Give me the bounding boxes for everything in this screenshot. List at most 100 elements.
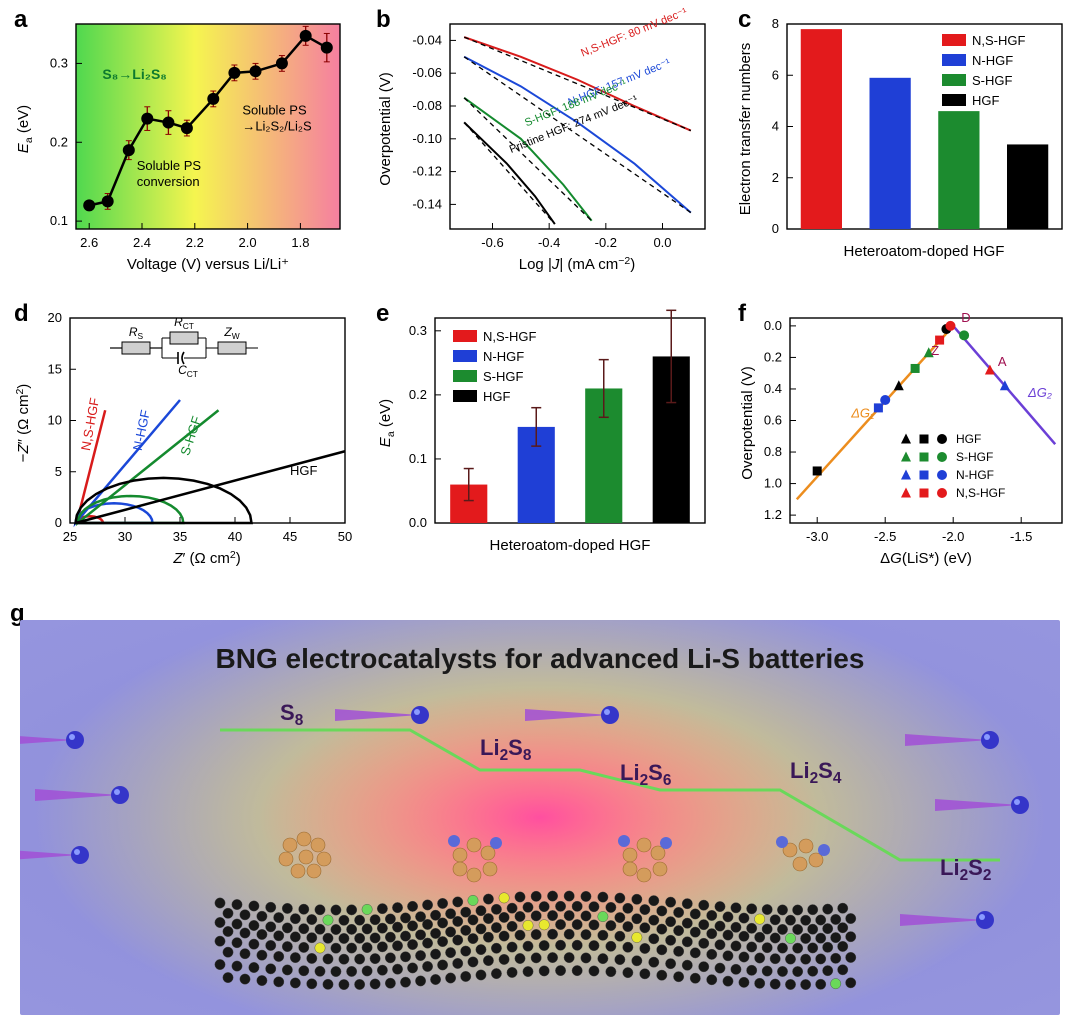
svg-text:-3.0: -3.0 [806,529,828,544]
panel-g-illustration: BNG electrocatalysts for advanced Li-S b… [20,620,1060,1015]
svg-text:S-HGF: S-HGF [956,450,993,464]
svg-text:Log |J| (mA cm−2): Log |J| (mA cm−2) [519,255,635,273]
svg-text:Ea (eV): Ea (eV) [377,399,397,447]
svg-text:1.2: 1.2 [764,507,782,522]
svg-text:HGF: HGF [972,93,1000,108]
svg-text:-1.5: -1.5 [1010,529,1032,544]
svg-text:-2.0: -2.0 [942,529,964,544]
svg-text:50: 50 [338,529,352,544]
chart-b: -0.6 -0.4 -0.2 0.0 -0.14 -0.12 -0.10 -0.08 -0.0… [370,6,720,284]
svg-text:0.1: 0.1 [409,451,427,466]
svg-text:-0.08: -0.08 [412,98,442,113]
panel-label-f: f [738,300,746,328]
svg-text:0: 0 [55,515,62,530]
svg-text:-0.2: -0.2 [595,235,617,250]
svg-text:HGF: HGF [956,432,981,446]
svg-text:40: 40 [228,529,242,544]
svg-text:N-HGF: N-HGF [972,53,1013,68]
svg-text:Voltage (V) versus Li/Li⁺: Voltage (V) versus Li/Li⁺ [127,256,289,273]
svg-text:4: 4 [772,119,779,134]
svg-text:2.6: 2.6 [80,235,98,250]
svg-text:N-HGF: N-HGF [956,468,994,482]
svg-text:Z′ (Ω cm2): Z′ (Ω cm2) [172,549,240,567]
svg-text:-2.5: -2.5 [874,529,896,544]
svg-text:HGF: HGF [290,463,318,478]
svg-text:S8: S8 [280,700,304,729]
svg-text:25: 25 [63,529,77,544]
panel-label-e: e [376,300,389,328]
svg-text:D: D [961,310,970,325]
svg-text:Overpotential (V): Overpotential (V) [377,72,394,185]
panel-label-d: d [14,300,29,328]
svg-text:0.0: 0.0 [653,235,671,250]
svg-text:2.4: 2.4 [133,235,151,250]
svg-text:−Z″ (Ω cm2): −Z″ (Ω cm2) [14,384,32,463]
svg-text:0.4: 0.4 [764,381,782,396]
svg-text:0.8: 0.8 [764,444,782,459]
svg-text:BNG electrocatalysts for advan: BNG electrocatalysts for advanced Li-S b… [216,643,865,674]
chart-d: 253035404550 05101520 RS RCT CCT [8,300,358,578]
svg-text:Li2S6: Li2S6 [620,760,671,789]
svg-text:8: 8 [772,16,779,31]
svg-text:Ea (eV): Ea (eV) [15,105,35,153]
svg-text:0.3: 0.3 [50,55,68,70]
svg-text:S₈→Li₂S₈: S₈→Li₂S₈ [102,66,166,82]
svg-text:15: 15 [48,361,62,376]
svg-text:Heteroatom-doped HGF: Heteroatom-doped HGF [490,537,651,554]
svg-text:N,S-HGF: N,S-HGF [483,329,537,344]
svg-text:Soluble PS: Soluble PS [242,103,307,118]
svg-text:2.2: 2.2 [186,235,204,250]
svg-text:2: 2 [772,170,779,185]
svg-text:S-HGF: S-HGF [483,369,524,384]
svg-text:0.3: 0.3 [409,323,427,338]
svg-text:45: 45 [283,529,297,544]
svg-text:-0.06: -0.06 [412,65,442,80]
svg-text:2.0: 2.0 [239,235,257,250]
svg-text:ΔG₁: ΔG₁ [850,405,874,420]
svg-text:N,S-HGF: N,S-HGF [956,486,1005,500]
svg-text:HGF: HGF [483,389,511,404]
svg-text:conversion: conversion [137,174,200,189]
svg-text:0.2: 0.2 [764,349,782,364]
svg-text:-0.6: -0.6 [481,235,503,250]
svg-text:0: 0 [772,221,779,236]
svg-text:Li2S8: Li2S8 [480,735,532,764]
svg-text:A: A [998,354,1007,369]
svg-text:0.6: 0.6 [764,413,782,428]
svg-text:Overpotential (V): Overpotential (V) [739,366,756,479]
svg-text:-0.04: -0.04 [412,32,442,47]
svg-text:-0.10: -0.10 [412,131,442,146]
svg-text:Z: Z [931,343,939,358]
svg-text:0.2: 0.2 [409,387,427,402]
svg-text:Heteroatom-doped HGF: Heteroatom-doped HGF [844,243,1005,260]
svg-text:30: 30 [118,529,132,544]
svg-text:Soluble PS: Soluble PS [137,158,202,173]
svg-text:Li2S4: Li2S4 [790,758,842,787]
svg-text:1.0: 1.0 [764,476,782,491]
svg-text:5: 5 [55,464,62,479]
svg-text:0.0: 0.0 [409,515,427,530]
svg-text:S-HGF: S-HGF [972,73,1013,88]
panel-label-c: c [738,6,751,34]
svg-text:ΔG₂: ΔG₂ [1027,385,1052,400]
svg-text:0.2: 0.2 [50,134,68,149]
svg-text:6: 6 [772,67,779,82]
svg-text:-0.14: -0.14 [412,196,442,211]
svg-text:→Li₂S₂/Li₂S: →Li₂S₂/Li₂S [242,119,312,134]
svg-text:0.1: 0.1 [50,213,68,228]
svg-text:1.8: 1.8 [291,235,309,250]
svg-text:-0.12: -0.12 [412,164,442,179]
svg-text:Electron transfer numbers: Electron transfer numbers [737,43,754,216]
chart-c: 0 2 4 6 8 N,S-HGF N-HGF S-HGF HGF Heteroatom-do… [732,6,1072,284]
svg-text:35: 35 [173,529,187,544]
svg-text:-0.4: -0.4 [538,235,560,250]
svg-text:10: 10 [48,413,62,428]
svg-text:N,S-HGF: N,S-HGF [972,33,1026,48]
panel-label-b: b [376,6,391,34]
chart-e: 0.0 0.1 0.2 0.3 N,S-HGF N-HGF S-HGF HGF Hetero… [370,300,720,578]
svg-text:ΔG(LiS*) (eV): ΔG(LiS*) (eV) [880,550,972,567]
panel-label-a: a [14,6,27,34]
chart-a: 2.6 2.4 2.2 2.0 1.8 0.1 0.2 0.3 S₈→Li₂S₈ Solubl… [8,6,358,284]
svg-text:N-HGF: N-HGF [483,349,524,364]
chart-f: -3.0-2.5-2.0-1.5 0.00.20.40.60.81.01.2 Δ… [732,300,1072,578]
